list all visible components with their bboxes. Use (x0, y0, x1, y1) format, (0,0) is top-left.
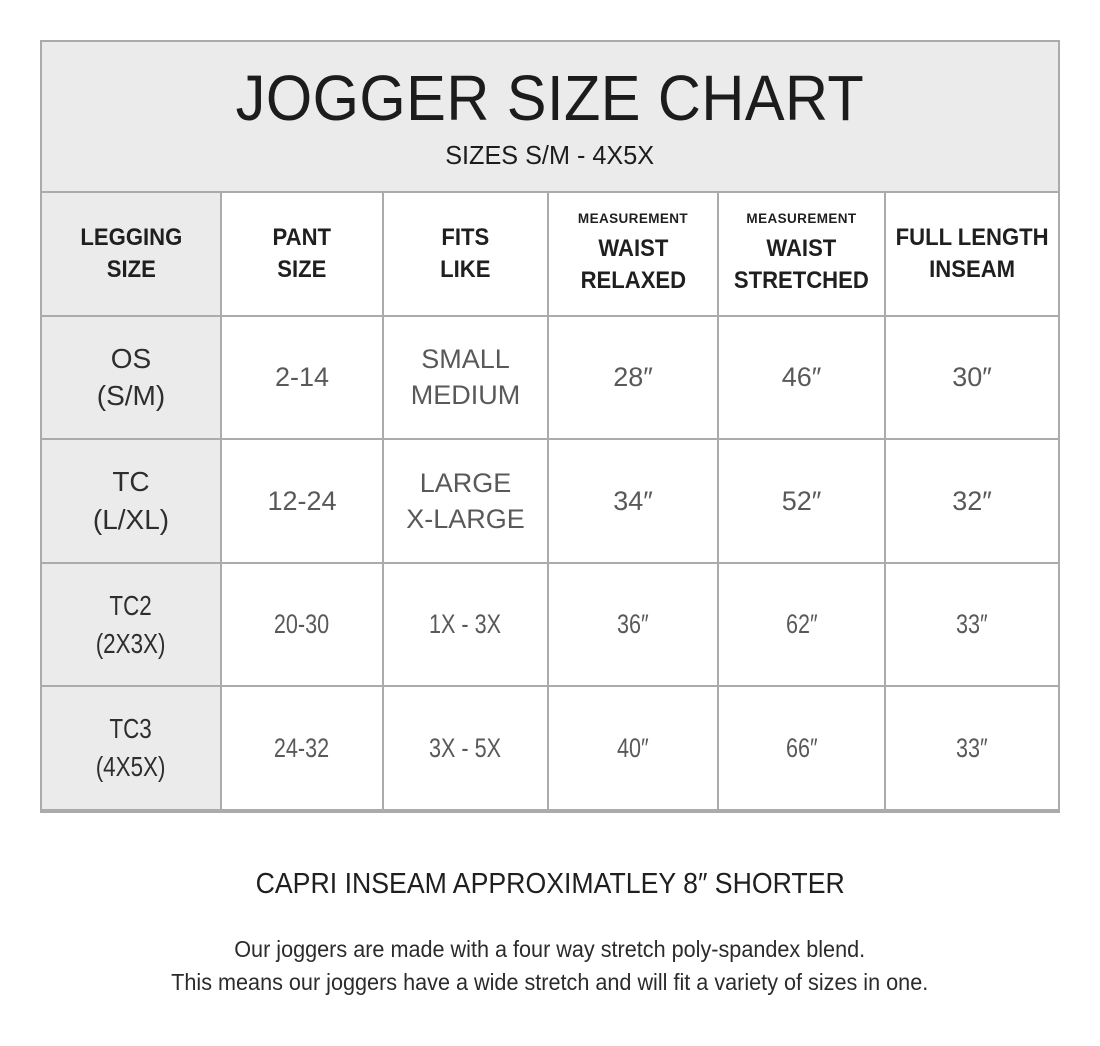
table-cell: 66″ (719, 687, 884, 809)
inseam-value: 32″ (952, 485, 992, 516)
column-header-label: LEGGING SIZE (80, 224, 182, 283)
table-cell: 33″ (886, 687, 1058, 809)
column-header-full-length-inseam: FULL LENGTH INSEAM (886, 193, 1058, 315)
chart-title: JOGGER SIZE CHART (235, 61, 865, 134)
table-cell: 1X - 3X (384, 563, 547, 686)
table-cell: 32″ (886, 440, 1058, 562)
table-cell: 33″ (886, 563, 1058, 686)
fits-like-value: SMALL MEDIUM (410, 343, 521, 411)
table-cell: 20-30 (222, 563, 382, 686)
table-cell: 36″ (549, 563, 717, 686)
column-header-label: WAIST RELAXED (580, 235, 686, 294)
table-cell: 62″ (719, 563, 884, 686)
waist-relaxed-value: 36″ (617, 609, 649, 640)
waist-stretched-value: 52″ (781, 485, 822, 516)
waist-stretched-value: 62″ (785, 609, 818, 640)
column-header-fits-like: FITS LIKE (384, 193, 547, 315)
capri-note: CAPRI INSEAM APPROXIMATLEY 8″ SHORTER (0, 868, 1100, 901)
waist-relaxed-value: 34″ (613, 485, 653, 516)
fits-like-value: LARGE X-LARGE (406, 467, 525, 534)
table-cell: 12-24 (222, 440, 382, 562)
table-cell: 40″ (549, 687, 717, 809)
column-header-waist-relaxed: MEASUREMENT WAIST RELAXED (549, 193, 717, 315)
inseam-value: 33″ (956, 732, 988, 763)
row-label-cell: TC (L/XL) (42, 440, 220, 562)
row-label-cell: TC3 (4X5X) (42, 687, 220, 809)
column-header-label: WAIST STRETCHED (734, 235, 869, 294)
capri-note-text: CAPRI INSEAM APPROXIMATLEY 8″ SHORTER (255, 868, 845, 900)
size-chart: JOGGER SIZE CHART SIZES S/M - 4X5X LEGGI… (40, 40, 1060, 813)
legging-size-value: OS (S/M) (96, 342, 166, 412)
chart-header: JOGGER SIZE CHART SIZES S/M - 4X5X (42, 42, 1058, 193)
table-cell: 30″ (886, 316, 1058, 439)
description-text: Our joggers are made with a four way str… (171, 936, 929, 995)
column-header-label: FITS LIKE (440, 224, 491, 283)
legging-size-value: TC2 (2X3X) (96, 589, 166, 659)
column-header-legging-size: LEGGING SIZE (42, 193, 220, 315)
column-header-label: FULL LENGTH INSEAM (895, 224, 1049, 283)
table-cell: SMALL MEDIUM (384, 316, 547, 439)
table-cell: 28″ (549, 316, 717, 439)
inseam-value: 33″ (956, 609, 988, 640)
column-header-label: PANT SIZE (272, 224, 332, 283)
pant-size-value: 24-32 (274, 732, 330, 763)
measurement-superlabel: MEASUREMENT (746, 211, 857, 227)
waist-stretched-value: 66″ (785, 732, 818, 763)
table-cell: 52″ (719, 440, 884, 562)
fits-like-value: 1X - 3X (429, 609, 502, 640)
waist-relaxed-value: 28″ (613, 362, 653, 393)
table-cell: 24-32 (222, 687, 382, 809)
table-cell: 3X - 5X (384, 687, 547, 809)
table-cell: 34″ (549, 440, 717, 562)
size-table: LEGGING SIZE PANT SIZE FITS LIKE MEASURE… (42, 193, 1058, 809)
description-note: Our joggers are made with a four way str… (0, 933, 1100, 999)
waist-relaxed-value: 40″ (617, 732, 649, 763)
row-label-cell: OS (S/M) (42, 316, 220, 439)
pant-size-value: 20-30 (274, 609, 330, 640)
table-cell: LARGE X-LARGE (384, 440, 547, 562)
table-cell: 46″ (719, 316, 884, 439)
measurement-superlabel: MEASUREMENT (577, 211, 689, 227)
pant-size-value: 2-14 (274, 362, 330, 393)
legging-size-value: TC (L/XL) (92, 466, 170, 535)
waist-stretched-value: 46″ (781, 362, 822, 393)
legging-size-value: TC3 (4X5X) (96, 713, 166, 783)
fits-like-value: 3X - 5X (429, 732, 502, 763)
column-header-waist-stretched: MEASUREMENT WAIST STRETCHED (719, 193, 884, 315)
chart-subtitle: SIZES S/M - 4X5X (445, 139, 655, 170)
column-header-pant-size: PANT SIZE (222, 193, 382, 315)
inseam-value: 30″ (952, 362, 992, 393)
row-label-cell: TC2 (2X3X) (42, 563, 220, 686)
pant-size-value: 12-24 (267, 485, 337, 516)
table-cell: 2-14 (222, 316, 382, 439)
